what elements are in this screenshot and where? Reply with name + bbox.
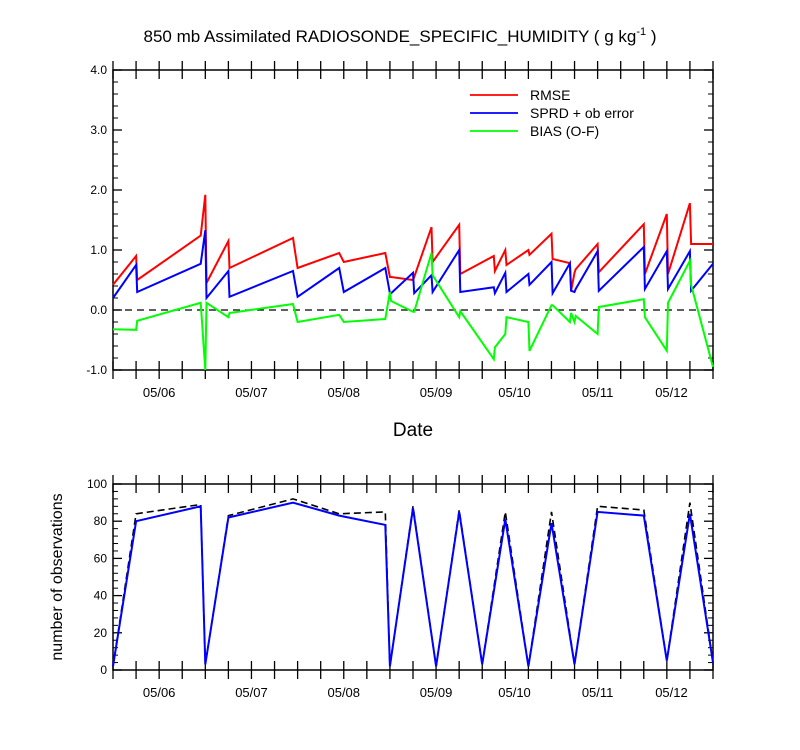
stats-series-sprd-ob-error	[112, 230, 714, 301]
legend: RMSE SPRD + ob error BIAS (O-F)	[470, 87, 634, 139]
obs-x-tick-label: 05/12	[655, 685, 688, 700]
obs-y-tick-label: 60	[94, 551, 108, 565]
stats-x-tick-label: 05/11	[582, 385, 614, 400]
chart-title-superscript: -1	[636, 26, 646, 38]
stats-series-bias-o-f	[112, 252, 714, 371]
obs-y-tick-label: 100	[87, 477, 107, 491]
obs-x-tick-label: 05/07	[235, 685, 268, 700]
stats-panel: -1.0 0.0 1.0 2.0 3.0 4.0 05/06 05/07 05/08 05/09 0…	[86, 61, 714, 441]
stats-x-tick-label: 05/08	[327, 385, 360, 400]
obs-series-used	[112, 501, 714, 667]
stats-x-tick-label: 05/12	[655, 385, 688, 400]
obs-x-tick-label: 05/09	[420, 685, 453, 700]
legend-rmse-label: RMSE	[530, 87, 570, 103]
chart-title-end: )	[646, 27, 656, 46]
chart-title: 850 mb Assimilated RADIOSONDE_SPECIFIC_H…	[144, 26, 657, 46]
obs-x-tick-label: 05/06	[143, 685, 176, 700]
observations-panel: 0 20 40 60 80 100 05/06 05/07 05/08 05/09 05/10 05/…	[49, 475, 714, 700]
observations-y-axis-label: number of observations	[49, 493, 66, 660]
stats-y-tick-label: 0.0	[90, 303, 107, 317]
obs-y-tick-label: 20	[94, 626, 108, 640]
chart-title-main: 850 mb Assimilated RADIOSONDE_SPECIFIC_H…	[144, 27, 637, 46]
obs-x-tick-label: 05/11	[582, 685, 614, 700]
stats-x-tick-label: 05/07	[235, 385, 268, 400]
obs-y-tick-label: 40	[94, 589, 108, 603]
stats-y-tick-label: 4.0	[90, 63, 107, 77]
obs-y-tick-label: 80	[94, 514, 108, 528]
obs-y-tick-label: 0	[100, 663, 107, 677]
stats-x-axis-label: Date	[393, 420, 433, 441]
stats-y-tick-label: 3.0	[90, 123, 107, 137]
stats-x-tick-label: 05/09	[420, 385, 453, 400]
obs-x-tick-label: 05/10	[498, 685, 531, 700]
stats-y-tick-label: 2.0	[90, 183, 107, 197]
legend-bias-label: BIAS (O-F)	[530, 123, 599, 139]
stats-y-tick-label: 1.0	[90, 243, 107, 257]
stats-y-tick-label: -1.0	[86, 363, 107, 377]
stats-x-tick-label: 05/06	[143, 385, 176, 400]
stats-x-tick-label: 05/10	[498, 385, 531, 400]
legend-sprd-label: SPRD + ob error	[530, 105, 634, 121]
obs-x-tick-label: 05/08	[327, 685, 360, 700]
stats-series-rmse	[112, 194, 713, 291]
